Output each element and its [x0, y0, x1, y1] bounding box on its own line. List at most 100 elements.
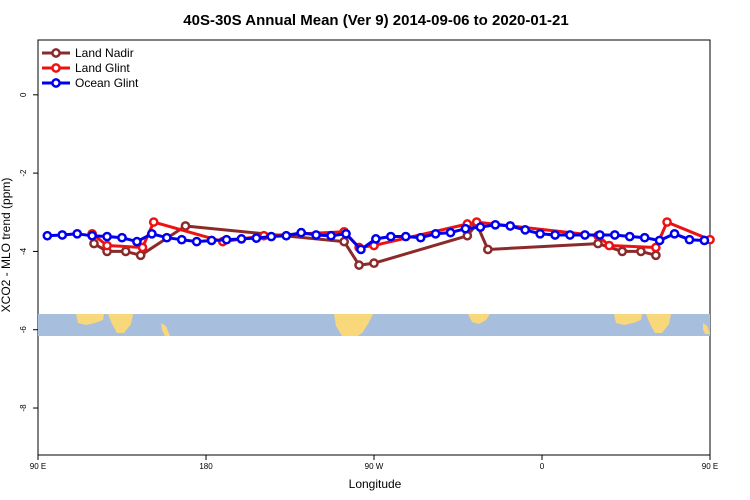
ocean-glint-point: [311, 230, 321, 240]
y-tick-label: -2: [19, 169, 28, 177]
legend-swatch-marker: [51, 63, 61, 73]
ocean-glint-point: [460, 223, 471, 234]
ocean-glint-point: [236, 234, 247, 244]
land-nadir-point: [120, 246, 131, 257]
ocean-glint-point: [624, 231, 635, 242]
y-axis-label: XCO2 - MLO trend (ppm): [0, 178, 13, 313]
y-tick-label: -8: [19, 404, 28, 412]
y-tick-label: -6: [19, 326, 28, 334]
ocean-glint-point: [72, 228, 83, 239]
land-nadir-point: [636, 246, 646, 257]
ocean-glint-point: [296, 227, 307, 238]
ocean-glint-point: [161, 232, 172, 243]
ocean-glint-point: [595, 230, 605, 240]
x-axis: 90 E 180 90 W 0 90 E: [30, 455, 718, 471]
land-nadir-point: [369, 258, 379, 269]
ocean-glint-point: [251, 233, 262, 243]
land-glint-point: [651, 242, 661, 253]
ocean-glint-point: [535, 228, 545, 239]
ocean-glint-point: [132, 236, 142, 247]
ocean-glint-point: [266, 231, 277, 242]
ocean-glint-point: [550, 230, 560, 240]
land-australia-south: [108, 314, 133, 333]
map-strip: [38, 314, 710, 336]
y-tick-label: 0: [19, 92, 28, 97]
ocean-glint-point: [520, 225, 531, 235]
legend-swatch-marker: [51, 78, 61, 88]
ocean-glint-point: [206, 235, 217, 246]
ocean-band: [38, 314, 710, 336]
x-tick-label: 90 E: [702, 462, 718, 471]
land-australia-south-repeat: [646, 314, 671, 333]
land-new-zealand-repeat: [703, 323, 710, 334]
ocean-glint-point: [684, 234, 695, 245]
ocean-glint-point: [639, 232, 650, 243]
land-south-america: [334, 314, 373, 336]
ocean-glint-point: [609, 230, 620, 240]
ocean-glint-point: [117, 232, 127, 243]
ocean-glint-point: [147, 228, 157, 239]
ocean-glint-point: [475, 222, 486, 232]
land-australia-west: [76, 314, 104, 325]
ocean-glint-point: [42, 230, 53, 241]
legend-item-ocean-glint: Ocean Glint: [42, 76, 139, 90]
ocean-glint-point: [654, 235, 665, 246]
legend-item-land-nadir: Land Nadir: [42, 46, 134, 60]
land-nadir-point: [617, 246, 628, 257]
ocean-glint-point: [400, 231, 411, 242]
x-tick-label: 0: [540, 462, 545, 471]
ocean-glint-point: [430, 228, 441, 239]
land-australia-west-repeat: [614, 314, 642, 325]
ocean-glint-point: [505, 221, 516, 231]
ocean-glint-point: [699, 235, 710, 246]
land-new-zealand: [161, 323, 170, 336]
legend-label: Land Nadir: [75, 46, 134, 60]
legend-item-land-glint: Land Glint: [42, 61, 130, 75]
ocean-glint-point: [326, 230, 336, 241]
ocean-glint-point: [191, 236, 202, 247]
ocean-glint-point: [176, 234, 187, 245]
ocean-glint-point: [57, 230, 68, 240]
land-nadir-point: [483, 244, 493, 255]
y-axis: 0 -2 -4 -6 -8: [19, 92, 38, 412]
ocean-glint-point: [356, 244, 366, 255]
series-layer: [42, 217, 715, 270]
x-tick-label: 90 E: [30, 462, 46, 471]
ocean-glint-point: [341, 228, 351, 239]
x-tick-label: 180: [199, 462, 213, 471]
ocean-glint-point: [580, 230, 590, 240]
land-nadir-point: [180, 221, 191, 231]
legend-label: Ocean Glint: [75, 76, 139, 90]
ocean-glint-point: [371, 234, 381, 244]
land-nadir-point: [593, 238, 603, 249]
land-glint-point: [604, 240, 615, 251]
ocean-glint-point: [385, 231, 396, 242]
ocean-glint-point: [87, 230, 97, 241]
ocean-glint-point: [281, 230, 292, 241]
ocean-glint-point: [445, 227, 456, 238]
y-tick-label: -4: [19, 247, 28, 255]
x-tick-label: 90 W: [365, 462, 384, 471]
land-nadir-point: [89, 238, 99, 249]
ocean-glint-point: [221, 234, 232, 245]
land-nadir-point: [339, 236, 349, 247]
land-glint-point: [662, 217, 672, 227]
ocean-glint-point: [490, 219, 501, 230]
legend-swatch-marker: [51, 48, 61, 58]
ocean-glint-point: [415, 232, 426, 243]
land-glint-point: [102, 240, 112, 251]
x-axis-label: Longitude: [349, 477, 402, 491]
ocean-glint-point: [565, 230, 575, 240]
ocean-glint-point: [102, 231, 112, 242]
chart-title: 40S-30S Annual Mean (Ver 9) 2014-09-06 t…: [183, 12, 568, 29]
ocean-glint-point: [669, 228, 680, 239]
land-nadir-point: [651, 250, 661, 261]
land-nadir-point: [354, 260, 364, 270]
legend-label: Land Glint: [75, 61, 130, 75]
land-south-africa: [468, 314, 490, 324]
land-glint-point: [148, 217, 159, 227]
land-nadir-point: [135, 250, 146, 261]
land-glint-point: [137, 242, 148, 253]
